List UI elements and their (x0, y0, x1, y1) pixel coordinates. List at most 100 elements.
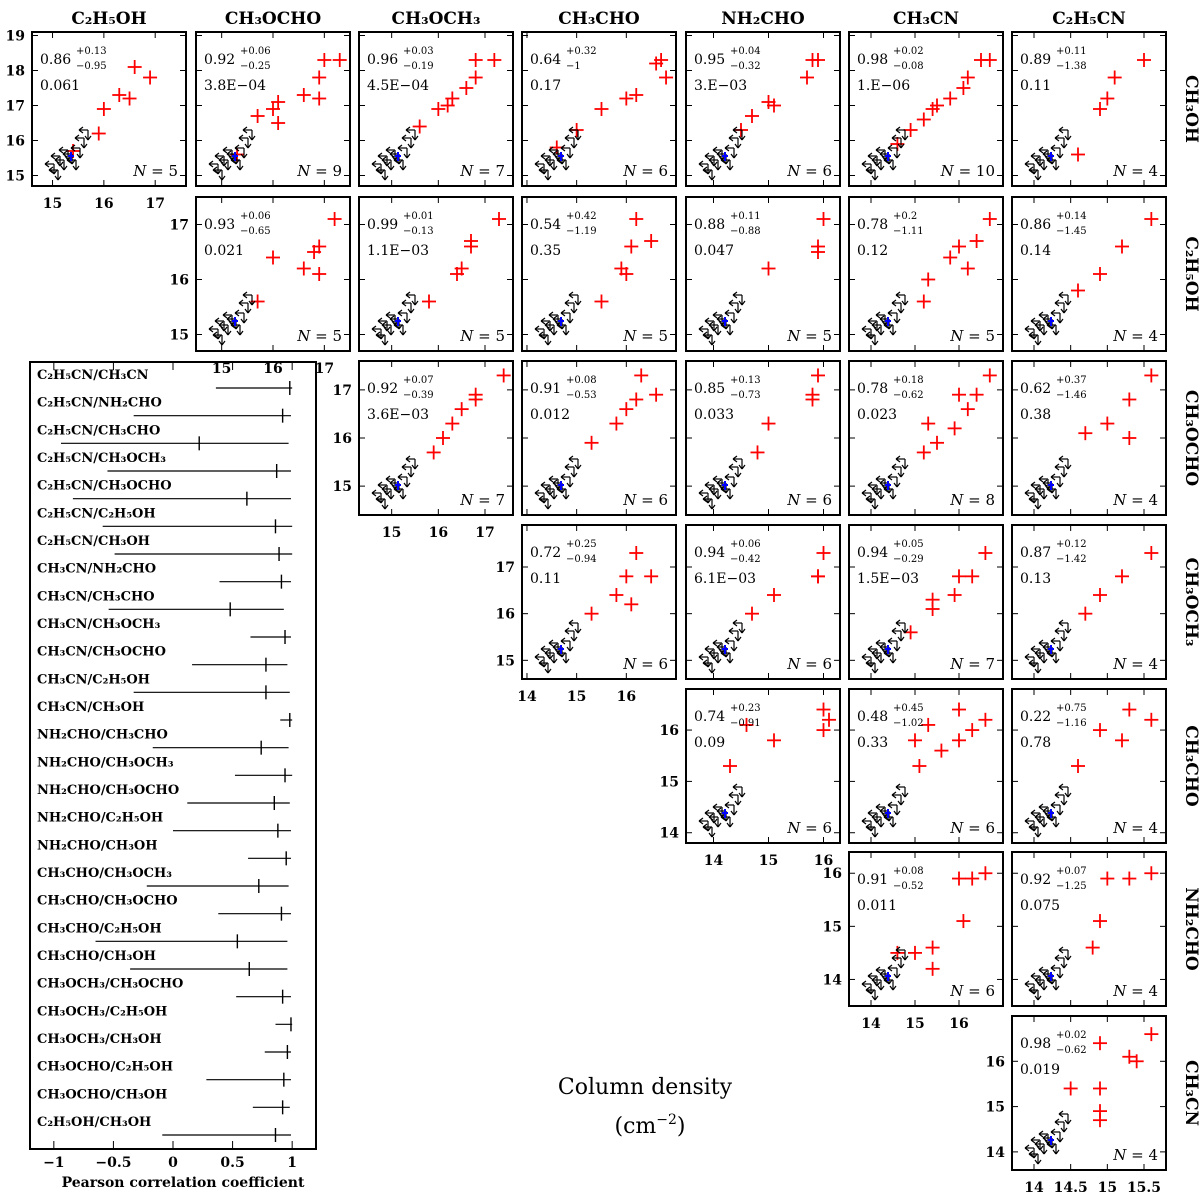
detection-point (969, 387, 984, 402)
detection-point (960, 402, 975, 417)
panel-frame (685, 688, 841, 844)
pearson-row: CH₃CHO/C₂H₅OH (37, 921, 288, 949)
correlation-value: 0.87 (1020, 545, 1051, 561)
correlation-lower: −1.19 (566, 226, 597, 237)
x-tick-label: 15 (382, 525, 401, 541)
upper-limit-arrow (702, 495, 716, 510)
detection-point (767, 733, 781, 748)
detection-point (1093, 723, 1107, 738)
pearson-row-label: C₂H₅CN/CH₃CN (37, 368, 149, 383)
pearson-row: CH₃CHO/CH₃OH (37, 949, 288, 976)
n-label: N = 5 (459, 327, 505, 345)
detection-point (908, 945, 922, 960)
detection-point (1122, 702, 1137, 717)
correlation-lower: −0.65 (240, 226, 271, 237)
detection-point (745, 606, 759, 621)
correlation-lower: −0.25 (240, 61, 271, 72)
panel-frame (358, 196, 514, 352)
n-label: N = 6 (786, 819, 832, 837)
detection-point (464, 239, 478, 254)
pearson-row: NH₂CHO/CH₃CHO (37, 728, 289, 755)
detection-point (800, 70, 814, 85)
upper-limit-arrow (712, 475, 726, 490)
row-labels: CH₃OH C₂H₅OH CH₃OCHO CH₃OCH₃ CH₃CHO NH₂CHO CH₃… (1181, 75, 1200, 1126)
detection-point (122, 91, 137, 106)
correlation-upper: +0.05 (893, 539, 924, 550)
upper-limit-arrow (234, 309, 248, 324)
panel-frame (848, 688, 1004, 844)
pearson-row: C₂H₅CN/NH₂CHO (37, 396, 291, 423)
detection-point (619, 267, 634, 281)
detection-point (312, 267, 327, 281)
n-label: N = 6 (949, 982, 995, 1000)
n-label: N = 7 (459, 162, 505, 180)
scatter-cell: 0.86 +0.14 −1.45 0.14 N = 4 (1011, 196, 1167, 352)
upper-limit-arrow (702, 331, 716, 346)
upper-limit-cluster (1024, 455, 1072, 510)
correlation-upper: +0.32 (566, 46, 597, 57)
row-label: CH₃OCH₃ (1181, 558, 1200, 647)
upper-limit-arrow (1054, 299, 1068, 314)
detection-point (307, 245, 322, 259)
detection-point (436, 431, 450, 445)
upper-limit-arrow (895, 126, 909, 141)
correlation-value: 0.99 (367, 217, 398, 233)
upper-limit-cluster (534, 126, 582, 181)
n-label: N = 6 (622, 491, 668, 509)
upper-limit-arrow (865, 659, 879, 674)
correlation-upper: +0.06 (730, 539, 761, 550)
p-value: 0.14 (1020, 243, 1051, 259)
y-tick-label: 16 (823, 866, 842, 882)
upper-limit-arrow (728, 627, 742, 642)
p-value: 3.6E−03 (367, 407, 429, 423)
panel-frame (685, 524, 841, 680)
panel-frame (1011, 851, 1167, 1007)
detection-point (609, 588, 624, 602)
y-tick-label: 19 (6, 29, 25, 45)
upper-limit-arrow (544, 321, 558, 336)
upper-limit-arrow (724, 473, 738, 488)
upper-limit-arrow (375, 331, 389, 346)
detection-point (960, 261, 975, 276)
p-value: 6.1E−03 (694, 571, 756, 587)
detection-point (1122, 392, 1137, 407)
correlation-upper: +0.12 (1056, 539, 1087, 550)
pearson-row-label: CH₃OCHO/CH₃OH (37, 1087, 167, 1102)
pearson-row-label: NH₂CHO/CH₃OCHO (37, 783, 179, 798)
detection-point (112, 88, 127, 102)
correlation-value: 0.92 (204, 52, 235, 68)
upper-limit-arrow (865, 166, 879, 181)
upper-limit-arrow (1050, 309, 1064, 324)
upper-limit-arrow (728, 299, 742, 314)
detection-point (454, 402, 469, 417)
detection-point (965, 723, 980, 738)
upper-limit-cluster (861, 455, 909, 510)
correlation-value: 0.22 (1020, 709, 1051, 725)
upper-limit-arrow (393, 321, 407, 336)
detection-point (649, 387, 664, 402)
detection-point (445, 416, 460, 431)
n-label: N = 7 (949, 655, 995, 673)
x-tick-label: 17 (475, 525, 494, 541)
upper-limit-arrow (895, 455, 909, 470)
p-value: 0.021 (204, 243, 244, 259)
upper-limit-arrow (887, 801, 901, 816)
upper-limit-arrow (1030, 481, 1044, 496)
upper-limit-arrow (1058, 619, 1072, 634)
upper-limit-arrow (377, 317, 391, 332)
pearson-row: C₂H₅CN/CH₃OCH₃ (37, 451, 291, 478)
upper-limit-arrow (401, 463, 415, 478)
upper-limit-cluster (1024, 1110, 1072, 1165)
detection-point (649, 56, 664, 71)
x-tick-label: 14 (1024, 1180, 1044, 1196)
detection-point (952, 733, 966, 748)
correlation-lower: −0.94 (566, 554, 597, 565)
panel-frame (685, 196, 841, 352)
correlation-lower: −1.45 (1056, 226, 1087, 237)
n-label: N = 4 (1112, 982, 1158, 1000)
detection-point (982, 212, 997, 226)
column-header: CH₃CHO (558, 9, 640, 29)
upper-limit-arrow (732, 126, 746, 141)
p-value: 0.061 (40, 78, 80, 94)
upper-limit-cluster (861, 783, 909, 838)
